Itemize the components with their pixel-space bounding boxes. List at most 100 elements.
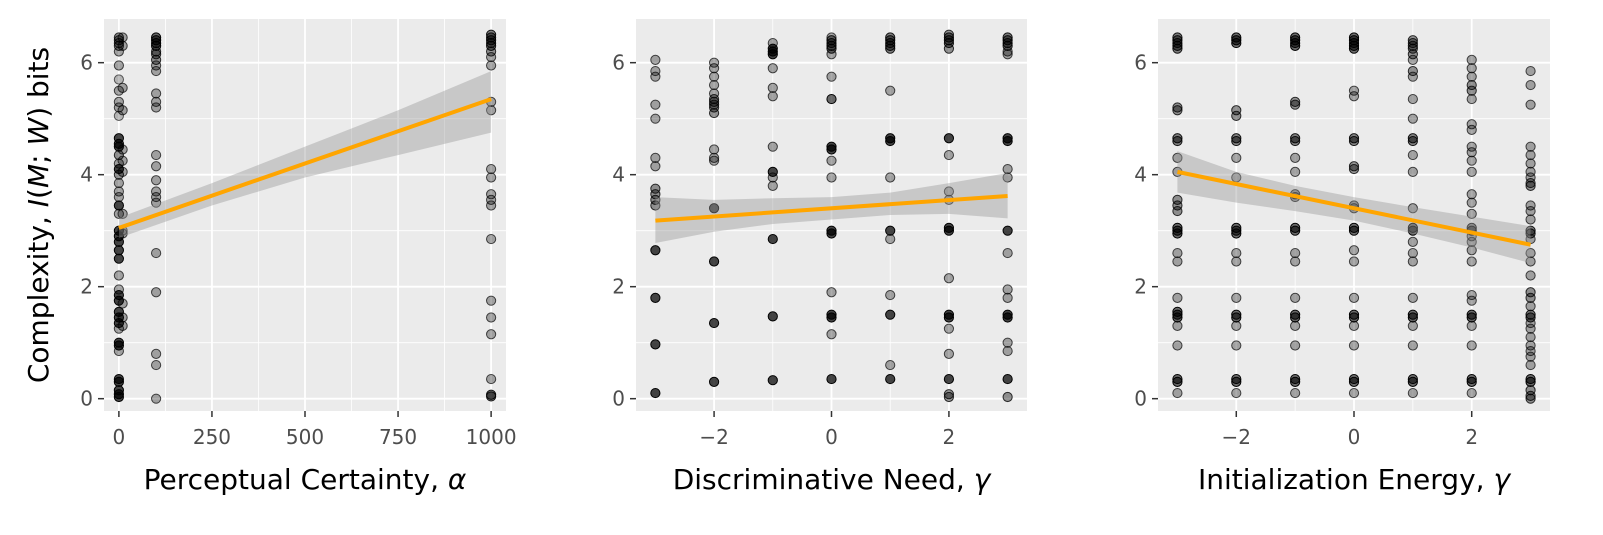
data-point [117,105,128,116]
data-point [1231,312,1242,323]
x-axis-title-symbol: α [448,463,467,496]
data-point [113,60,124,71]
data-point [943,186,955,197]
data-point [826,32,837,43]
data-point [1466,54,1477,65]
data-point [1407,35,1418,46]
data-point [1231,228,1242,239]
data-point [943,273,955,284]
data-point [151,149,162,161]
data-point [885,359,896,371]
data-point [113,110,124,121]
data-point [767,141,778,152]
data-point [826,329,837,340]
data-point [1466,63,1477,74]
data-point [117,166,128,177]
data-point [1002,35,1013,46]
data-point [486,172,497,183]
data-point [113,74,124,85]
data-point [1348,312,1360,323]
data-point [1231,135,1242,147]
x-axis-title-text: Discriminative Need, [673,463,974,496]
data-point [650,99,661,110]
x-axis-title-symbol: γ [1493,463,1511,496]
data-point [1172,320,1183,331]
data-point [1348,387,1360,399]
data-point [1525,270,1536,281]
data-point [1348,135,1360,147]
y-tick-label: 4 [612,163,625,187]
x-tick-label: 250 [193,425,231,449]
data-point [1466,147,1477,158]
data-point [1466,312,1477,323]
data-point [1466,197,1477,208]
data-point [708,63,720,74]
data-point [1348,163,1360,175]
data-point [1290,152,1301,163]
data-point [1290,96,1301,107]
data-point [1290,256,1301,267]
data-point [113,253,124,264]
data-point [708,99,720,110]
data-point [1525,385,1536,396]
data-point [708,88,720,99]
data-point [486,329,497,340]
data-point [1231,320,1242,331]
data-point [708,71,720,82]
data-point [1002,337,1013,348]
data-point [1466,236,1477,247]
data-point [1525,287,1536,298]
data-point [1525,141,1536,152]
data-point [826,373,837,385]
data-point [1348,256,1360,267]
data-point [1172,135,1183,147]
x-tick-label: 2 [943,425,956,449]
data-point [826,287,837,298]
data-point [486,233,497,245]
data-point [113,345,124,357]
data-point [151,88,162,99]
data-point [1172,40,1183,51]
data-point [1348,292,1360,303]
data-point [1172,194,1183,205]
data-point [151,54,162,65]
data-point [1172,102,1183,113]
data-point [650,387,661,399]
data-point [151,191,162,203]
y-tick-label: 4 [80,163,93,187]
data-point [826,172,837,183]
data-point [1290,320,1301,331]
data-point [1002,46,1013,57]
data-point [1348,43,1360,54]
data-point [1466,141,1477,152]
data-point [113,270,124,281]
x-tick-label: 1000 [466,425,517,449]
data-point [826,43,837,54]
data-point [1002,284,1013,295]
data-point [486,194,497,205]
data-point [117,298,128,309]
data-point [1290,312,1301,323]
data-point [1231,105,1242,116]
data-point [943,149,955,161]
data-point [885,40,896,51]
y-tick-label: 6 [80,51,93,75]
data-point [151,40,162,51]
data-point [650,292,661,303]
data-point [885,289,896,301]
data-point [117,82,128,93]
data-point [486,312,497,323]
x-axis-title: Perceptual Certainty, α [144,463,467,496]
data-point [1525,247,1536,259]
data-point [1466,85,1477,96]
data-point [151,197,162,208]
data-point [113,208,124,219]
data-point [885,225,896,236]
data-point [1407,49,1418,60]
data-point [1466,245,1477,256]
data-point [1525,317,1536,329]
y-tick-label: 0 [612,387,625,411]
data-point [1466,320,1477,331]
data-point [1407,256,1418,267]
data-point [708,96,720,107]
